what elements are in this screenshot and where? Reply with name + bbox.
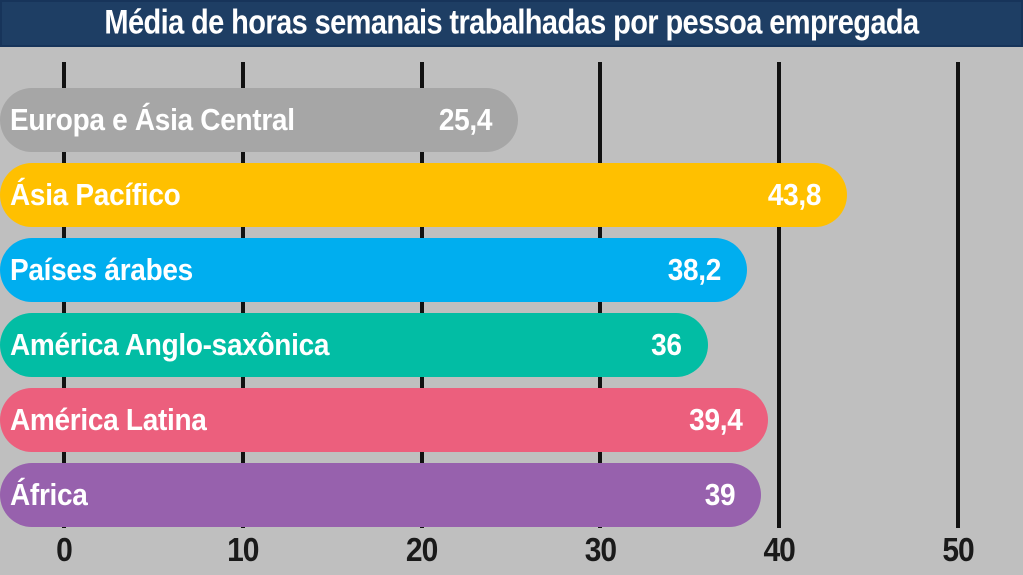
bar-category-label: África xyxy=(10,477,88,512)
x-axis-tick-label-0: 0 xyxy=(56,531,73,569)
bar-category-label: América Anglo-saxônica xyxy=(10,327,330,362)
bar-europa-e-asia-central: Europa e Ásia Central 25,4 xyxy=(0,88,519,152)
x-axis-tick-label-30: 30 xyxy=(584,531,617,569)
bar-america-anglo-saxonica: América Anglo-saxônica 36 xyxy=(0,313,708,377)
chart-header: Média de horas semanais trabalhadas por … xyxy=(0,0,1023,47)
bar-america-latina: América Latina 39,4 xyxy=(0,388,769,452)
bar-value-label: 38,2 xyxy=(667,252,722,287)
x-axis-tick-label-20: 20 xyxy=(405,531,438,569)
bar-asia-pacifico: Ásia Pacífico 43,8 xyxy=(0,163,848,227)
plot-area: 0 10 20 30 40 50 Europa e Ásia Central 25,4 Ásia… xyxy=(0,47,1023,575)
bar-category-label: América Latina xyxy=(10,402,207,437)
chart-title: Média de horas semanais trabalhadas por … xyxy=(104,4,919,42)
gridline-40 xyxy=(777,62,782,528)
bar-category-label: Países árabes xyxy=(10,252,193,287)
bar-africa: África 39 xyxy=(0,463,762,527)
x-axis-tick-label-50: 50 xyxy=(942,531,974,569)
x-axis-tick-label-10: 10 xyxy=(227,531,259,569)
bar-value-label: 36 xyxy=(651,327,682,362)
bar-value-label: 39,4 xyxy=(689,402,743,437)
bar-category-label: Ásia Pacífico xyxy=(10,177,181,212)
bar-paises-arabes: Países árabes 38,2 xyxy=(0,238,748,302)
gridline-50 xyxy=(956,62,960,528)
bar-value-label: 43,8 xyxy=(767,177,822,212)
bar-value-label: 25,4 xyxy=(438,102,493,137)
x-axis-tick-label-40: 40 xyxy=(763,531,796,569)
bar-category-label: Europa e Ásia Central xyxy=(10,102,295,137)
bar-value-label: 39 xyxy=(704,477,736,512)
